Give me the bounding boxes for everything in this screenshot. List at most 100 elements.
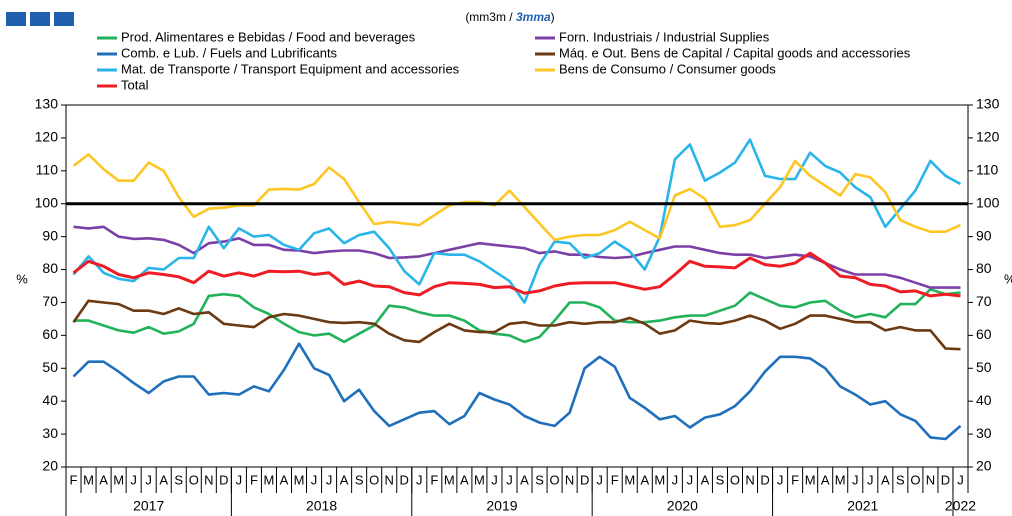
subtitle-part: (mm3m /	[465, 10, 516, 24]
series-line	[72, 138, 962, 304]
x-tick-label: A	[460, 472, 469, 487]
series-line	[73, 288, 961, 344]
y-tick-label: 110	[36, 162, 59, 178]
x-tick-label: J	[130, 472, 137, 487]
x-tick-label: N	[745, 472, 754, 487]
x-tick-label: D	[219, 472, 228, 487]
legend-label: Comb. e Lub. / Fuels and Lubrificants	[121, 45, 338, 60]
x-tick-label: M	[474, 472, 485, 487]
subtitle-part: )	[551, 10, 555, 24]
x-tick-label: M	[294, 472, 305, 487]
x-tick-label: J	[672, 472, 679, 487]
x-tick-label: S	[355, 472, 364, 487]
x-tick-label: A	[99, 472, 108, 487]
y-tick-label: 30	[42, 425, 58, 441]
x-tick-label: A	[280, 472, 289, 487]
x-tick-label: S	[535, 472, 544, 487]
y2-tick-label: 120	[976, 129, 1000, 145]
x-tick-label: O	[189, 472, 199, 487]
year-label: 2022	[945, 498, 976, 514]
series-line	[72, 342, 962, 441]
x-tick-label: F	[791, 472, 799, 487]
x-tick-label: O	[730, 472, 740, 487]
x-tick-label: J	[506, 472, 513, 487]
series-line	[72, 299, 961, 351]
x-tick-label: A	[520, 472, 529, 487]
y-tick-label: 90	[42, 227, 58, 243]
series-line	[72, 251, 961, 298]
legend-label: Forn. Industriais / Industrial Supplies	[559, 29, 770, 44]
y-tick-label: 50	[42, 359, 58, 375]
x-tick-label: S	[174, 472, 183, 487]
x-tick-label: F	[430, 472, 438, 487]
x-tick-label: J	[957, 472, 964, 487]
series-line	[72, 153, 962, 242]
y2-tick-label: 90	[976, 227, 992, 243]
y-tick-label: 80	[42, 260, 58, 276]
y-tick-label: 70	[42, 293, 58, 309]
logo-block	[6, 12, 26, 26]
x-tick-label: J	[491, 472, 498, 487]
x-tick-label: A	[881, 472, 890, 487]
legend-label: Prod. Alimentares e Bebidas / Food and b…	[121, 29, 416, 44]
y-tick-label: 120	[35, 129, 59, 145]
x-tick-label: N	[204, 472, 213, 487]
x-tick-label: J	[867, 472, 874, 487]
x-tick-label: M	[654, 472, 665, 487]
x-tick-label: M	[83, 472, 94, 487]
x-tick-label: J	[236, 472, 243, 487]
y2-tick-label: 70	[976, 293, 992, 309]
x-tick-label: O	[369, 472, 379, 487]
x-tick-label: F	[611, 472, 619, 487]
year-label: 2020	[667, 498, 698, 514]
subtitle-part: 3mma	[516, 10, 551, 24]
x-tick-label: M	[264, 472, 275, 487]
x-tick-label: F	[250, 472, 258, 487]
x-tick-label: J	[596, 472, 603, 487]
y-tick-label: 20	[42, 458, 58, 474]
x-tick-label: D	[760, 472, 769, 487]
x-tick-label: D	[400, 472, 409, 487]
y2-tick-label: 20	[976, 458, 992, 474]
y2-axis-label: %	[1004, 271, 1012, 286]
x-tick-label: A	[701, 472, 710, 487]
x-tick-label: M	[624, 472, 635, 487]
logo-block	[54, 12, 74, 26]
year-label: 2019	[486, 498, 517, 514]
series-line	[73, 225, 961, 289]
y2-tick-label: 60	[976, 326, 992, 342]
y-tick-label: 100	[35, 194, 59, 210]
y2-tick-label: 130	[976, 96, 1000, 112]
x-tick-label: J	[777, 472, 784, 487]
y2-tick-label: 40	[976, 392, 992, 408]
x-tick-label: J	[687, 472, 694, 487]
year-label: 2018	[306, 498, 337, 514]
x-tick-label: A	[821, 472, 830, 487]
x-tick-label: O	[550, 472, 560, 487]
x-tick-label: A	[159, 472, 168, 487]
x-tick-label: S	[896, 472, 905, 487]
x-tick-label: N	[565, 472, 574, 487]
x-tick-label: O	[910, 472, 920, 487]
x-tick-label: J	[311, 472, 318, 487]
x-tick-label: S	[716, 472, 725, 487]
x-tick-label: D	[941, 472, 950, 487]
subtitle: (mm3m / 3mma)	[465, 10, 554, 24]
y2-tick-label: 100	[976, 194, 1000, 210]
x-tick-label: N	[926, 472, 935, 487]
x-tick-label: F	[70, 472, 78, 487]
x-tick-label: M	[805, 472, 816, 487]
y2-tick-label: 30	[976, 425, 992, 441]
x-tick-label: M	[113, 472, 124, 487]
x-tick-label: D	[580, 472, 589, 487]
y-tick-label: 40	[42, 392, 58, 408]
y2-tick-label: 80	[976, 260, 992, 276]
y-tick-label: 130	[35, 96, 59, 112]
x-tick-label: N	[385, 472, 394, 487]
year-label: 2017	[133, 498, 164, 514]
y-tick-label: 60	[42, 326, 58, 342]
legend-label: Mat. de Transporte / Transport Equipment…	[121, 61, 460, 76]
x-tick-label: M	[444, 472, 455, 487]
y2-tick-label: 110	[976, 162, 999, 178]
